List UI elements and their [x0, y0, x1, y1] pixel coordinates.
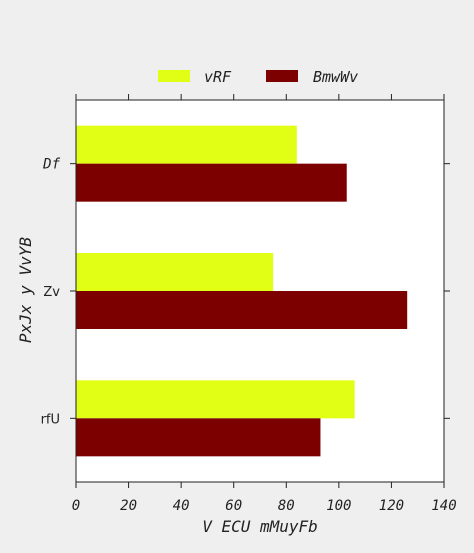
bar-series2-rfu	[76, 418, 321, 457]
x-tick-label: 140	[431, 498, 456, 514]
y-axis: Df Zv rfU	[41, 157, 450, 427]
x-tick-label: 20	[120, 498, 137, 514]
y-axis-label: PxJx y VvYB	[16, 237, 35, 343]
bar-series1-rfu	[76, 380, 355, 419]
legend-swatch	[266, 70, 298, 82]
y-tick-label: rfU	[41, 412, 60, 427]
legend-label: vRF	[204, 68, 232, 86]
bar-series1-df	[76, 125, 297, 164]
bars-group	[76, 125, 408, 457]
x-axis: 0 20 40 60 80 100 120 140	[72, 94, 457, 514]
x-tick-label: 60	[225, 498, 242, 514]
x-tick-label: 120	[379, 498, 404, 514]
x-tick-label: 0	[72, 498, 80, 514]
y-tick-label: Zv	[43, 285, 60, 300]
x-tick-label: 100	[326, 498, 351, 514]
legend: vRF BmwWv	[158, 68, 358, 86]
bar-series1-zv	[76, 253, 274, 291]
x-tick-label: 40	[173, 498, 190, 514]
bar-series2-zv	[76, 291, 408, 329]
bar-series2-df	[76, 163, 347, 202]
legend-label: BmwWv	[313, 68, 358, 86]
x-axis-label: V ECU mMuyFb	[202, 517, 318, 536]
y-tick-label: Df	[42, 157, 60, 173]
legend-swatch	[158, 70, 190, 82]
x-tick-label: 80	[278, 498, 295, 514]
